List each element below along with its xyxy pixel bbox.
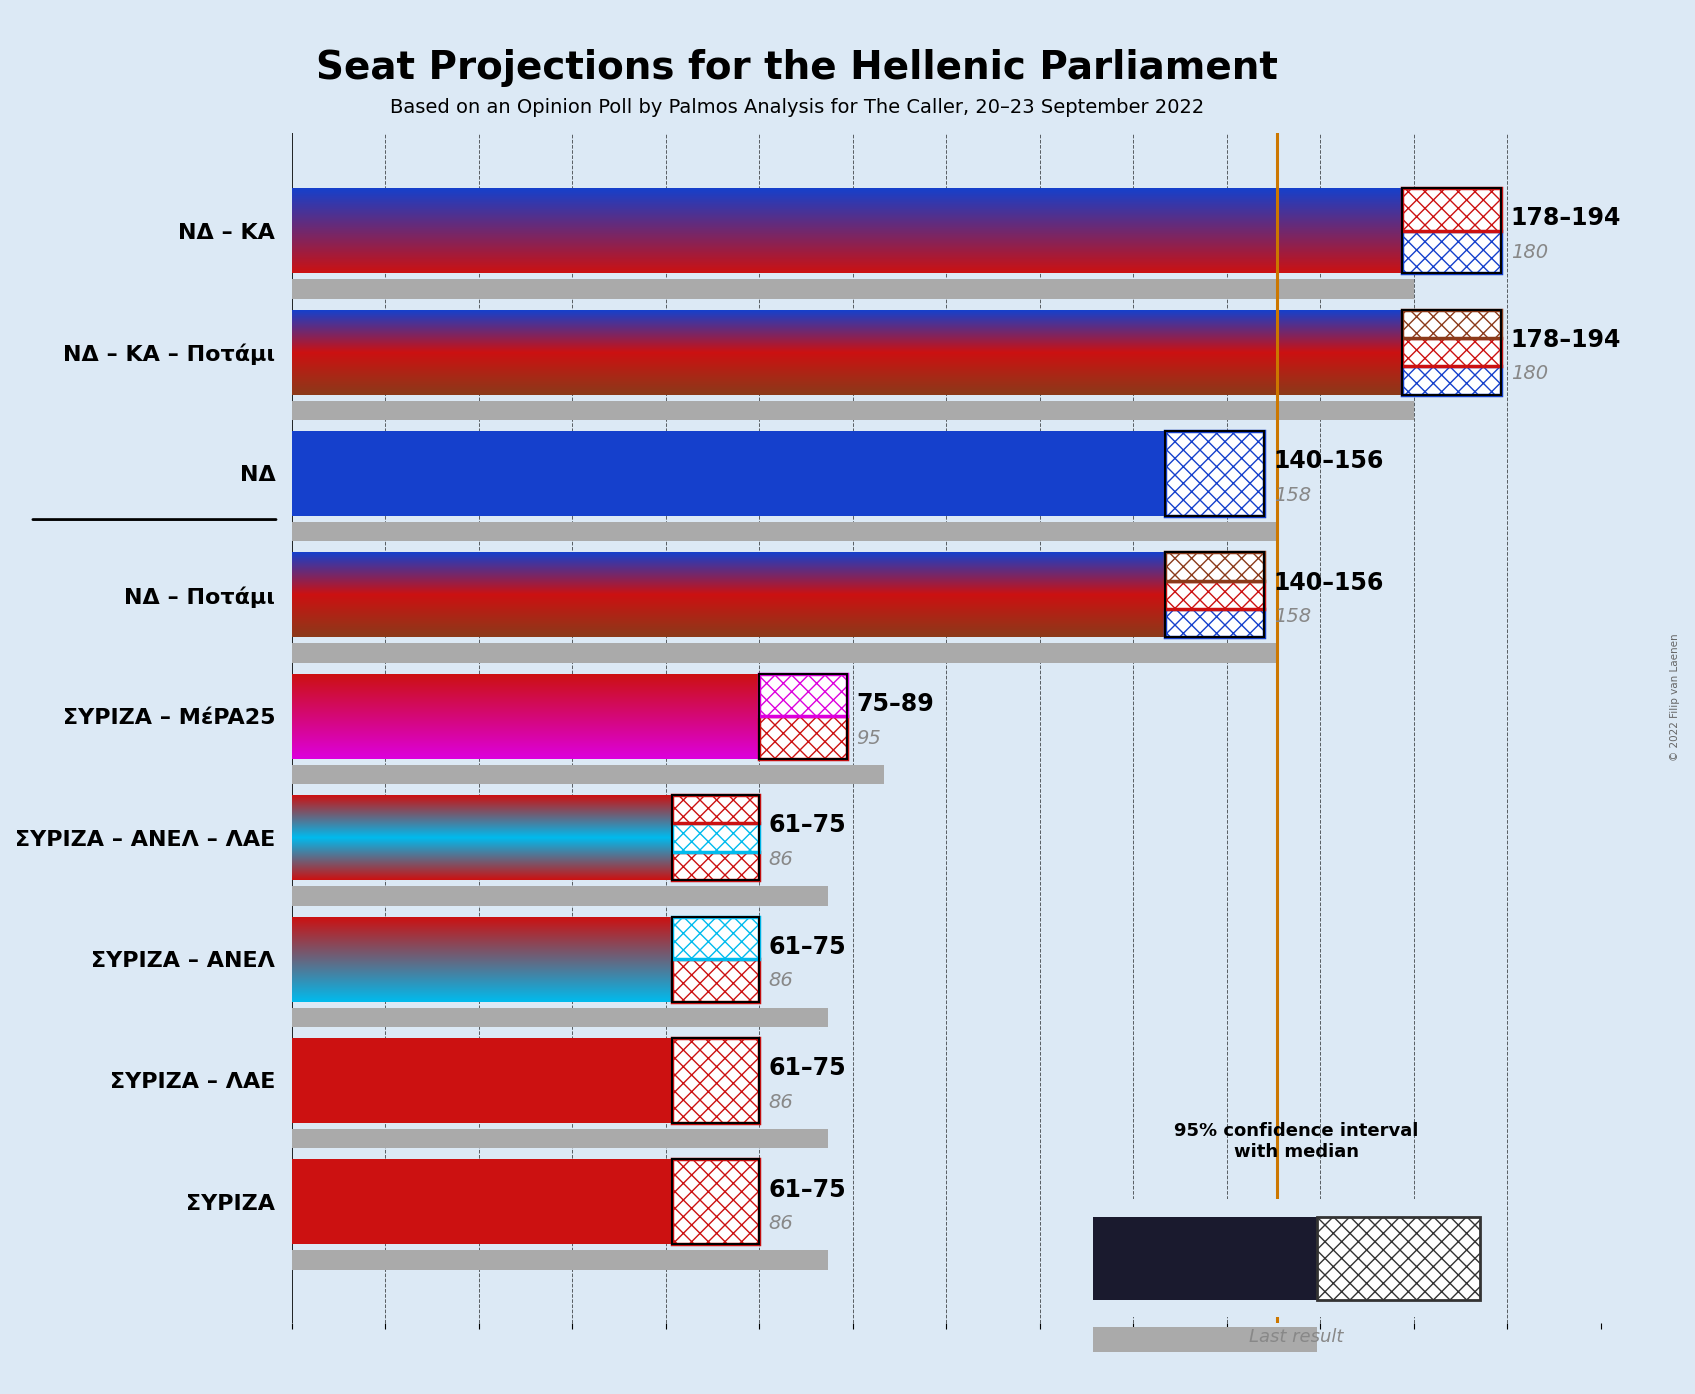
Text: 178–194: 178–194 [1510,328,1620,351]
Bar [292,1008,829,1027]
Bar [292,431,1164,516]
Bar [292,1039,673,1124]
Text: 86: 86 [770,1214,793,1234]
Text: 158: 158 [1273,608,1310,626]
Text: 61–75: 61–75 [770,814,846,838]
Bar [673,1039,759,1124]
Bar [1402,188,1502,230]
Bar [673,1039,759,1124]
Bar [673,795,759,824]
Text: 140–156: 140–156 [1273,570,1385,595]
Bar [759,673,848,758]
Text: 86: 86 [770,972,793,990]
Text: 140–156: 140–156 [1273,449,1385,474]
Text: 86: 86 [770,850,793,868]
Text: 180: 180 [1510,243,1548,262]
Text: Seat Projections for the Hellenic Parliament: Seat Projections for the Hellenic Parlia… [315,49,1278,86]
Bar [1402,309,1502,337]
Bar [292,1129,829,1149]
Text: 61–75: 61–75 [770,935,846,959]
Bar [1164,609,1264,637]
Bar [1164,431,1264,516]
Bar [1402,309,1502,395]
Bar [673,959,759,1001]
Text: 95% confidence interval
with median: 95% confidence interval with median [1175,1122,1419,1161]
Text: Last result: Last result [1249,1328,1344,1347]
Text: 180: 180 [1510,364,1548,383]
Bar [673,916,759,1001]
Bar [759,717,848,758]
Text: 61–75: 61–75 [770,1178,846,1202]
Bar [759,673,848,717]
Bar [292,1250,829,1270]
Bar [1402,230,1502,273]
Bar [1164,581,1264,609]
Bar [1402,188,1502,273]
Bar [1402,337,1502,367]
Bar [1402,367,1502,395]
Bar [1164,552,1264,581]
Bar [673,824,759,852]
Bar [1164,431,1264,516]
Text: 178–194: 178–194 [1510,206,1620,230]
Bar [292,400,1414,420]
Bar [292,1160,673,1245]
Text: 75–89: 75–89 [856,691,934,717]
Text: 86: 86 [770,1093,793,1112]
Bar [292,765,885,785]
Text: © 2022 Filip van Laenen: © 2022 Filip van Laenen [1670,633,1680,761]
Bar [673,795,759,880]
Text: 61–75: 61–75 [770,1057,846,1080]
Bar [292,887,829,906]
Bar [1317,1217,1480,1299]
Text: 95: 95 [856,729,881,747]
Bar [292,521,1276,541]
Text: Based on an Opinion Poll by Palmos Analysis for The Caller, 20–23 September 2022: Based on an Opinion Poll by Palmos Analy… [390,98,1203,117]
Bar [673,852,759,880]
Bar [673,1160,759,1245]
Bar [673,1160,759,1245]
Bar [1093,1217,1317,1299]
Bar [292,279,1414,298]
Bar [292,644,1276,662]
Bar [1164,552,1264,637]
Text: 158: 158 [1273,485,1310,505]
Bar [673,916,759,959]
